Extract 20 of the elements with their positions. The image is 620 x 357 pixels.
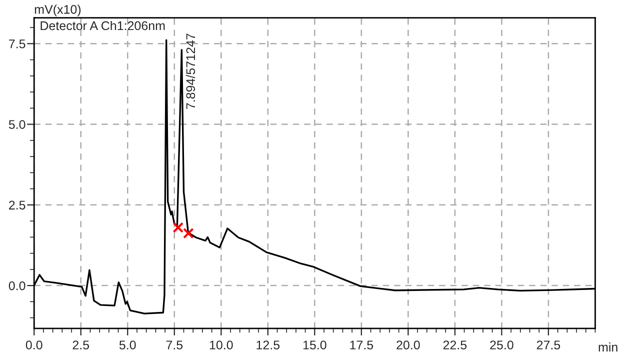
y-axis-title: mV(x10) — [34, 4, 81, 16]
y-tick-label: 2.5 — [9, 200, 26, 210]
x-tick-label: 2.5 — [72, 340, 90, 350]
annotation: 7.894/571247 — [186, 34, 196, 109]
y-tick-label: 5.0 — [8, 120, 26, 129]
x-tick-label: 22.5 — [443, 340, 467, 350]
y-tick-label: 7.5 — [9, 40, 26, 48]
x-tick-label: 15.0 — [303, 340, 326, 350]
x-tick-label: 25.0 — [490, 340, 514, 350]
x-tick-label: 5.0 — [119, 340, 136, 350]
x-tick-label: 27.5 — [536, 340, 560, 350]
x-axis-title: min — [598, 342, 618, 352]
x-tick-label: 10.0 — [210, 340, 233, 350]
x-tick-label: 7.5 — [166, 340, 183, 350]
x-tick-label: 0.0 — [26, 340, 42, 350]
annotation: Detector A Ch1:206nm — [40, 20, 165, 30]
x-tick-label: 20.0 — [396, 340, 420, 350]
x-tick-label: 12.5 — [256, 340, 280, 350]
y-tick-label: 0.0 — [8, 281, 26, 290]
x-tick-label: 17.5 — [350, 340, 374, 350]
